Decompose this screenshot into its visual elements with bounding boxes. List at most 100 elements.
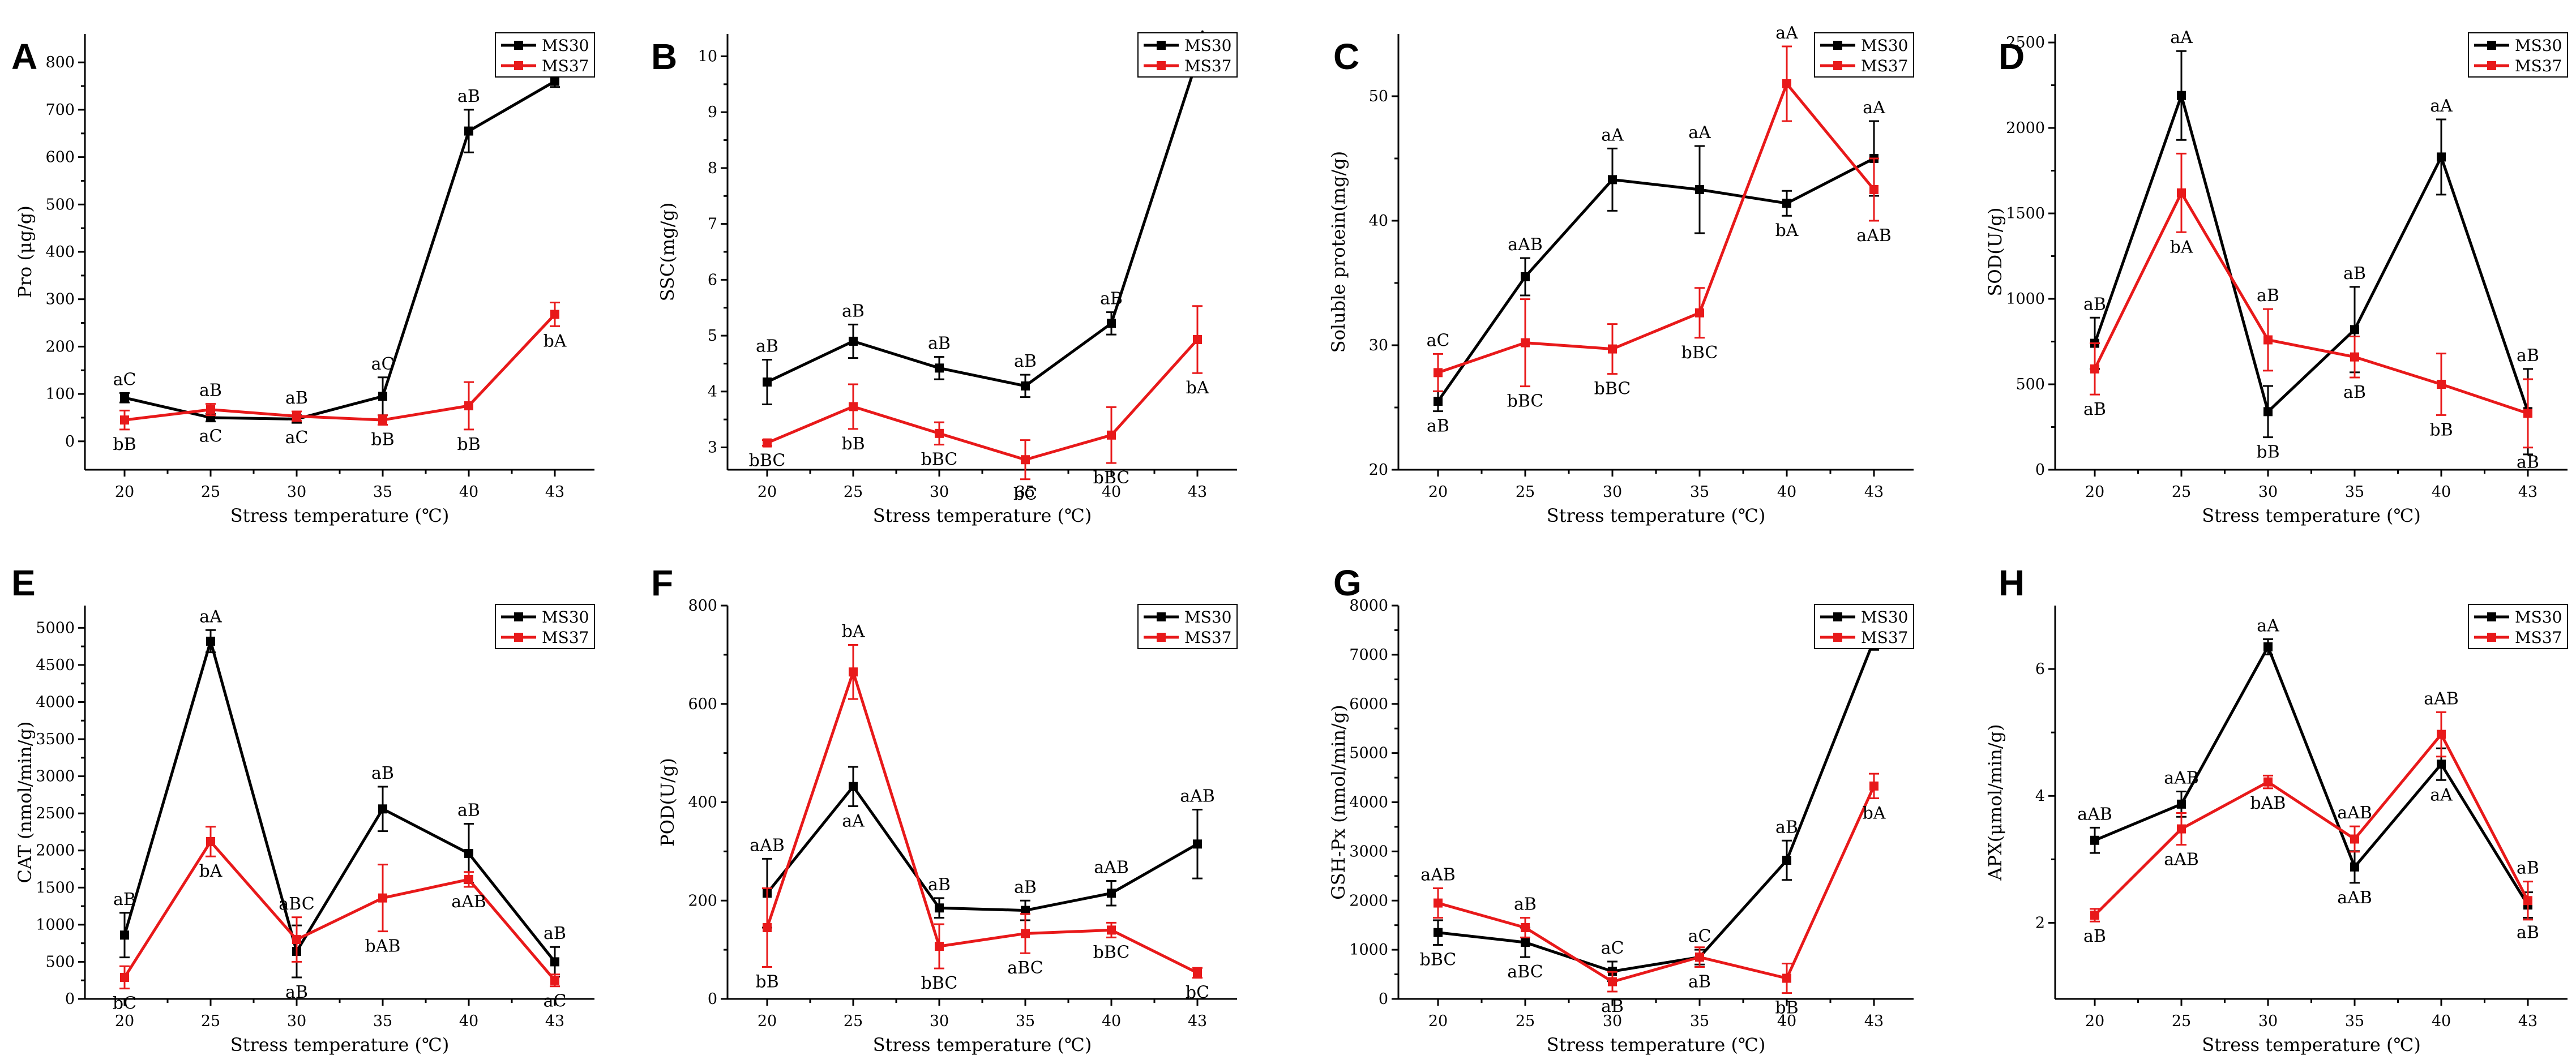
significance-label: aA [1688, 123, 1711, 143]
x-tick-label: 25 [201, 483, 220, 501]
legend-label: MS30 [1184, 36, 1231, 55]
legend-swatch-marker [2487, 41, 2496, 50]
legend-swatch-marker [1833, 61, 1842, 70]
x-tick-label: 43 [1188, 483, 1207, 501]
significance-label: aC [1601, 938, 1624, 958]
significance-label: bBC [921, 973, 958, 993]
x-tick-label: 35 [373, 483, 392, 501]
legend: MS30 MS37 [2468, 32, 2568, 78]
data-point [2523, 896, 2532, 906]
significance-label: bA [1186, 378, 1209, 398]
series-line [2093, 91, 2530, 415]
series-ms30 [119, 629, 560, 979]
data-point [935, 428, 944, 438]
data-point [206, 405, 215, 414]
significance-label: aA [1863, 98, 1885, 118]
significance-label: bBC [749, 451, 786, 471]
x-tick-label: 25 [201, 1012, 220, 1030]
y-tick-label: 10 [698, 48, 717, 65]
x-axis-title: Stress temperature (℃) [1547, 1034, 1766, 1056]
data-point [2177, 91, 2186, 100]
y-tick-label: 1500 [2006, 205, 2045, 222]
data-point [763, 923, 772, 933]
legend-label: MS30 [2515, 608, 2562, 627]
legend-swatch-marker [514, 633, 523, 642]
data-point [550, 957, 559, 967]
significance-label: aB [2343, 383, 2366, 402]
significance-label: aAB [2337, 803, 2372, 823]
chart-panel-c: C 20 30 40 50 20 25 30 35 40 43 Stress temperature … [1328, 23, 1914, 526]
legend-label: MS30 [542, 608, 589, 627]
x-tick-label: 43 [545, 483, 564, 501]
significance-label: aAB [2164, 768, 2199, 788]
significance-label: aAB [1180, 787, 1215, 806]
legend-label: MS37 [2515, 57, 2562, 75]
data-point [550, 76, 559, 86]
legend-label: MS37 [542, 628, 589, 647]
data-point [378, 804, 387, 814]
y-tick-label: 2 [2035, 914, 2045, 932]
x-axis-title: Stress temperature (℃) [2202, 505, 2421, 526]
significance-label: aC [113, 370, 136, 389]
y-tick-label: 1000 [36, 916, 75, 934]
x-tick-label: 35 [1690, 483, 1709, 501]
data-point [1608, 175, 1617, 185]
significance-label: aB [1775, 817, 1798, 837]
legend-label: MS37 [1184, 628, 1231, 647]
y-tick-label: 4 [2035, 787, 2045, 805]
data-point [206, 837, 215, 846]
y-tick-label: 6 [2035, 660, 2045, 678]
data-point [1521, 272, 1530, 281]
significance-label: bA [842, 622, 865, 642]
y-axis-title: SSC(mg/g) [657, 203, 678, 302]
data-point [2177, 824, 2186, 834]
x-tick-label: 40 [1102, 1012, 1121, 1030]
y-tick-label: 2000 [36, 842, 75, 860]
series-ms37 [762, 305, 1203, 480]
data-point [464, 126, 473, 136]
significance-label: aB [113, 890, 136, 909]
significance-label: bB [457, 435, 480, 454]
data-point [1608, 344, 1617, 354]
series-line [1437, 639, 1876, 973]
series-ms37 [119, 826, 560, 990]
x-axis-title: Stress temperature (℃) [230, 505, 450, 526]
x-tick-label: 20 [115, 483, 134, 501]
legend-box [2468, 32, 2568, 78]
significance-label: aAB [1420, 865, 1456, 885]
significance-label: aAB [2424, 689, 2459, 709]
legend-box [495, 32, 595, 78]
data-point [1782, 79, 1791, 88]
series-line [766, 784, 1199, 912]
significance-label: aAB [1094, 858, 1129, 878]
legend-swatch-marker [514, 61, 523, 70]
data-point [1434, 368, 1443, 377]
x-tick-label: 35 [2345, 1012, 2364, 1030]
chart-panel-h: H 2 4 6 20 25 30 35 40 43 Stress temperature (℃) AP… [1984, 563, 2568, 1056]
significance-label: aA [2430, 96, 2453, 116]
legend-swatch-marker [1833, 633, 1842, 642]
y-tick-label: 4000 [1349, 794, 1388, 812]
series-ms30 [762, 50, 1203, 405]
significance-label: bA [1775, 221, 1799, 241]
data-point [464, 401, 473, 411]
data-point [2350, 325, 2359, 334]
data-point [292, 935, 301, 945]
x-axis-title: Stress temperature (℃) [873, 505, 1092, 526]
x-tick-label: 30 [2258, 1012, 2278, 1030]
y-tick-label: 40 [1369, 212, 1388, 230]
x-tick-label: 20 [115, 1012, 134, 1030]
series-line [767, 338, 1199, 461]
series-line [2094, 643, 2530, 906]
panel-letter: B [651, 36, 677, 77]
y-tick-label: 6000 [1349, 696, 1388, 713]
series-ms30 [1433, 629, 1879, 983]
legend-swatch-marker [1833, 41, 1842, 50]
data-point [849, 667, 858, 677]
significance-label: aB [842, 301, 865, 321]
significance-label: aB [756, 337, 778, 357]
significance-label: aB [2517, 453, 2539, 473]
significance-label: bA [1863, 804, 1886, 823]
significance-label: bBC [1507, 392, 1544, 411]
series-line [123, 636, 556, 963]
